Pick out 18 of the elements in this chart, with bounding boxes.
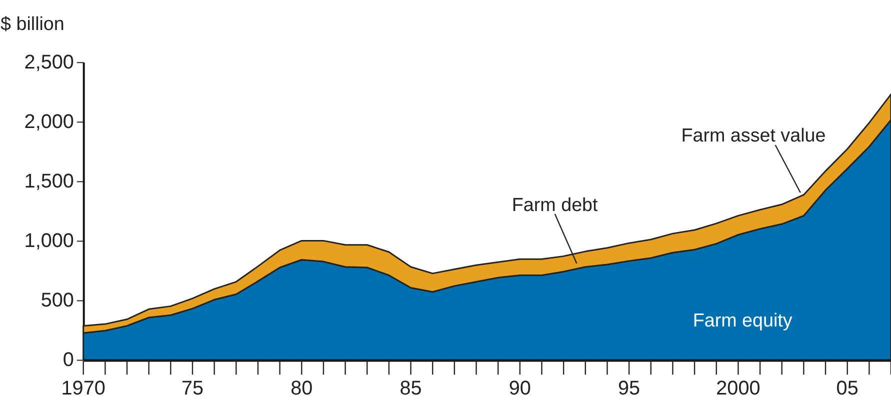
y-tick-label: 2,500 (24, 52, 74, 74)
y-tick-label: 500 (40, 290, 74, 312)
x-tick-label: 90 (508, 377, 531, 400)
x-tick-label: 2000 (716, 377, 760, 400)
y-tick-label: 0 (62, 349, 74, 372)
y-tick-label: 1,500 (24, 170, 74, 193)
x-tick-label: 80 (290, 377, 313, 400)
y-axis-title: $ billion (0, 12, 64, 34)
series-label: Farm debt (512, 194, 599, 215)
series-label: Farm equity (692, 309, 793, 330)
x-tick-label: 1970 (61, 377, 106, 400)
x-tick-label: 75 (181, 377, 204, 400)
x-tick-label: 85 (400, 377, 422, 400)
x-tick-label: 95 (618, 377, 640, 400)
y-tick-label: 1,000 (24, 230, 74, 252)
x-tick-label: 05 (836, 377, 858, 400)
annotation: Farm asset value (681, 124, 826, 146)
y-tick-label: 2,000 (24, 111, 74, 134)
